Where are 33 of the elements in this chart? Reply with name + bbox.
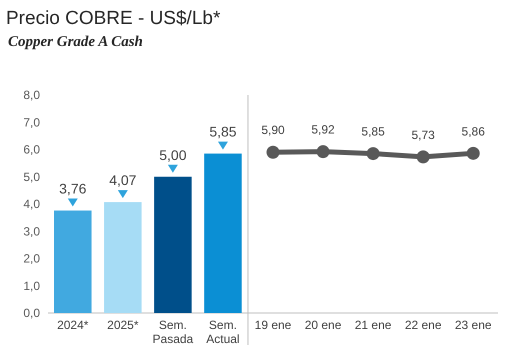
data-label: 5,92 [311, 122, 336, 137]
x-tick-label: 2025* [107, 318, 139, 332]
data-label: 3,76 [59, 180, 87, 197]
y-tick-label: 7,0 [23, 115, 40, 130]
bar [54, 210, 92, 313]
data-label: 5,85 [361, 124, 386, 139]
y-tick-label: 5,0 [23, 170, 40, 184]
y-tick-label: 1,0 [23, 278, 40, 293]
x-tick-label: 23 ene [454, 318, 492, 332]
data-label: 5,73 [411, 128, 436, 142]
chart-title: Precio COBRE - US$/Lb* [6, 8, 221, 29]
data-label: 5,90 [261, 123, 285, 138]
bar [154, 176, 192, 313]
bar [204, 154, 242, 313]
bar [104, 202, 142, 313]
y-tick-label: 8,0 [23, 88, 40, 102]
x-tick-label: 2024* [57, 318, 89, 332]
y-tick-label: 3,0 [23, 224, 40, 238]
data-label: 5,00 [159, 146, 187, 163]
y-tick-label: 6,0 [23, 142, 40, 156]
x-tick-label: Sem. Pasada [152, 318, 194, 346]
x-tick-label: 21 ene [354, 318, 392, 332]
x-tick-label: Sem. Actual [206, 318, 240, 346]
data-label: 5,86 [462, 124, 486, 138]
data-label: 5,85 [209, 124, 237, 140]
x-tick-label: 19 ene [254, 318, 292, 332]
chart-subtitle: Copper Grade A Cash [8, 34, 143, 50]
y-tick-label: 2,0 [23, 252, 40, 266]
x-tick-label: 22 ene [404, 318, 442, 332]
y-tick-label: 4,0 [23, 197, 40, 211]
y-tick-label: 0,0 [23, 306, 40, 320]
x-tick-label: 20 ene [304, 318, 342, 332]
data-label: 4,07 [109, 172, 137, 188]
